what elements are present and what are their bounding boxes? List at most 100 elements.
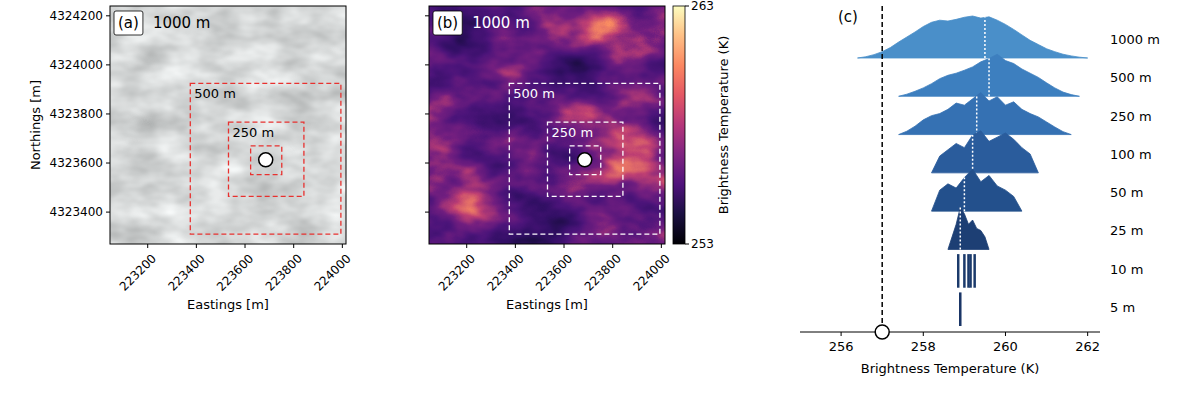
median-line <box>984 17 986 58</box>
y-tick <box>425 163 429 164</box>
colorbar-tick-labels: 253263 <box>691 0 714 251</box>
extent-square <box>570 146 601 175</box>
ridge-area <box>932 169 1022 211</box>
x-axis-title: Eastings [m] <box>506 297 588 312</box>
y-tick <box>106 15 110 16</box>
marks <box>858 6 1088 332</box>
x-tick <box>841 332 842 336</box>
y-tick-label: 4323600 <box>50 156 103 170</box>
x-tick-label: 262 <box>1075 339 1100 354</box>
x-tick <box>342 244 343 248</box>
y-tick <box>106 163 110 164</box>
spike <box>959 292 962 326</box>
x-tick-label: 224000 <box>311 251 353 293</box>
ridge-area <box>932 131 1039 173</box>
x-tick <box>466 244 467 248</box>
station-point <box>578 153 592 167</box>
y-tick-label: 4323400 <box>50 205 103 219</box>
colorbar-tick <box>685 244 689 245</box>
x-tick-label: 223800 <box>263 251 305 293</box>
square-label: 250 m <box>232 125 274 140</box>
marks <box>190 83 341 234</box>
reference-point <box>875 325 889 339</box>
x-tick <box>245 244 246 248</box>
extent-square <box>509 83 660 234</box>
x-tick <box>612 244 613 248</box>
x-tick-label: 223600 <box>533 251 575 293</box>
x-tick-label: 223200 <box>117 251 159 293</box>
x-tick-label: 260 <box>993 339 1018 354</box>
figure: 500 m250 m(a)1000 m223200223400223600223… <box>0 0 1184 399</box>
y-tick-labels: 43234004323600432380043240004324200 <box>50 9 103 219</box>
x-tick <box>661 244 662 248</box>
x-tick-label: 256 <box>829 339 854 354</box>
x-tick <box>1005 332 1006 336</box>
series-label: 1000 m <box>1110 32 1160 47</box>
x-tick-label: 223200 <box>436 251 478 293</box>
panel-label-patch <box>114 11 143 35</box>
square-label: 500 m <box>513 86 555 101</box>
x-tick-label: 223600 <box>214 251 256 293</box>
x-axis-line <box>800 332 1100 333</box>
x-tick <box>147 244 148 248</box>
frame <box>110 6 346 244</box>
station-point <box>259 153 273 167</box>
spike <box>957 254 960 288</box>
extent-square <box>251 146 282 175</box>
raster-image <box>429 6 665 244</box>
extent-square <box>547 122 622 196</box>
panel-label: (b) <box>437 14 458 32</box>
y-tick <box>425 212 429 213</box>
y-tick <box>106 64 110 65</box>
series-label: 10 m <box>1110 262 1143 277</box>
colorbar <box>673 6 685 244</box>
panel: 500 m250 m(a)1000 m223200223400223600223… <box>28 6 354 312</box>
x-tick-labels: 223200223400223600223800224000 <box>117 251 354 293</box>
colorbar-tick-label: 253 <box>691 237 714 251</box>
ridge-area <box>899 93 1072 135</box>
series-label: 25 m <box>1110 223 1143 238</box>
x-tick-labels: 223200223400223600223800224000 <box>436 251 673 293</box>
series-label: 500 m <box>1110 70 1152 85</box>
panel: (c)1000 m500 m250 m100 m50 m25 m10 m5 m2… <box>800 6 1160 376</box>
spike <box>967 254 970 288</box>
marks <box>509 83 660 234</box>
x-tick-label: 223400 <box>484 251 526 293</box>
y-tick <box>106 212 110 213</box>
median-line <box>964 178 966 212</box>
colorbar-title: Brightness Temperature (K) <box>716 36 731 215</box>
x-tick <box>564 244 565 248</box>
x-tick-label: 224000 <box>630 251 672 293</box>
extent-square <box>190 83 341 234</box>
panel: 500 m250 m(b)1000 m223200223400223600223… <box>425 0 731 312</box>
y-tick <box>425 64 429 65</box>
median-line <box>976 96 978 135</box>
spike <box>963 254 966 288</box>
frame <box>429 6 665 244</box>
extent-label: 1000 m <box>153 14 211 32</box>
panel-label-patch <box>433 11 462 35</box>
y-tick <box>425 113 429 114</box>
square-label: 500 m <box>194 86 236 101</box>
series-label: 5 m <box>1110 300 1135 315</box>
y-tick <box>106 113 110 114</box>
x-tick <box>1087 332 1088 336</box>
y-tick-label: 4324200 <box>50 9 103 23</box>
x-axis-title: Eastings [m] <box>187 297 269 312</box>
x-tick-label: 223400 <box>165 251 207 293</box>
series-label: 50 m <box>1110 185 1143 200</box>
y-axis-title: Northings [m] <box>28 80 43 170</box>
square-label: 250 m <box>551 125 593 140</box>
x-tick <box>293 244 294 248</box>
page: {"chart_data": [ {"type": "hillshade", "… <box>0 0 1184 399</box>
x-tick-label: 223800 <box>582 251 624 293</box>
x-tick <box>923 332 924 336</box>
series-label: 100 m <box>1110 147 1152 162</box>
y-tick <box>425 15 429 16</box>
x-axis-title: Brightness Temperature (K) <box>861 361 1040 376</box>
raster-image <box>110 6 346 244</box>
x-tick <box>196 244 197 248</box>
x-tick <box>515 244 516 248</box>
spike <box>969 254 972 288</box>
ridge-area <box>858 16 1088 58</box>
